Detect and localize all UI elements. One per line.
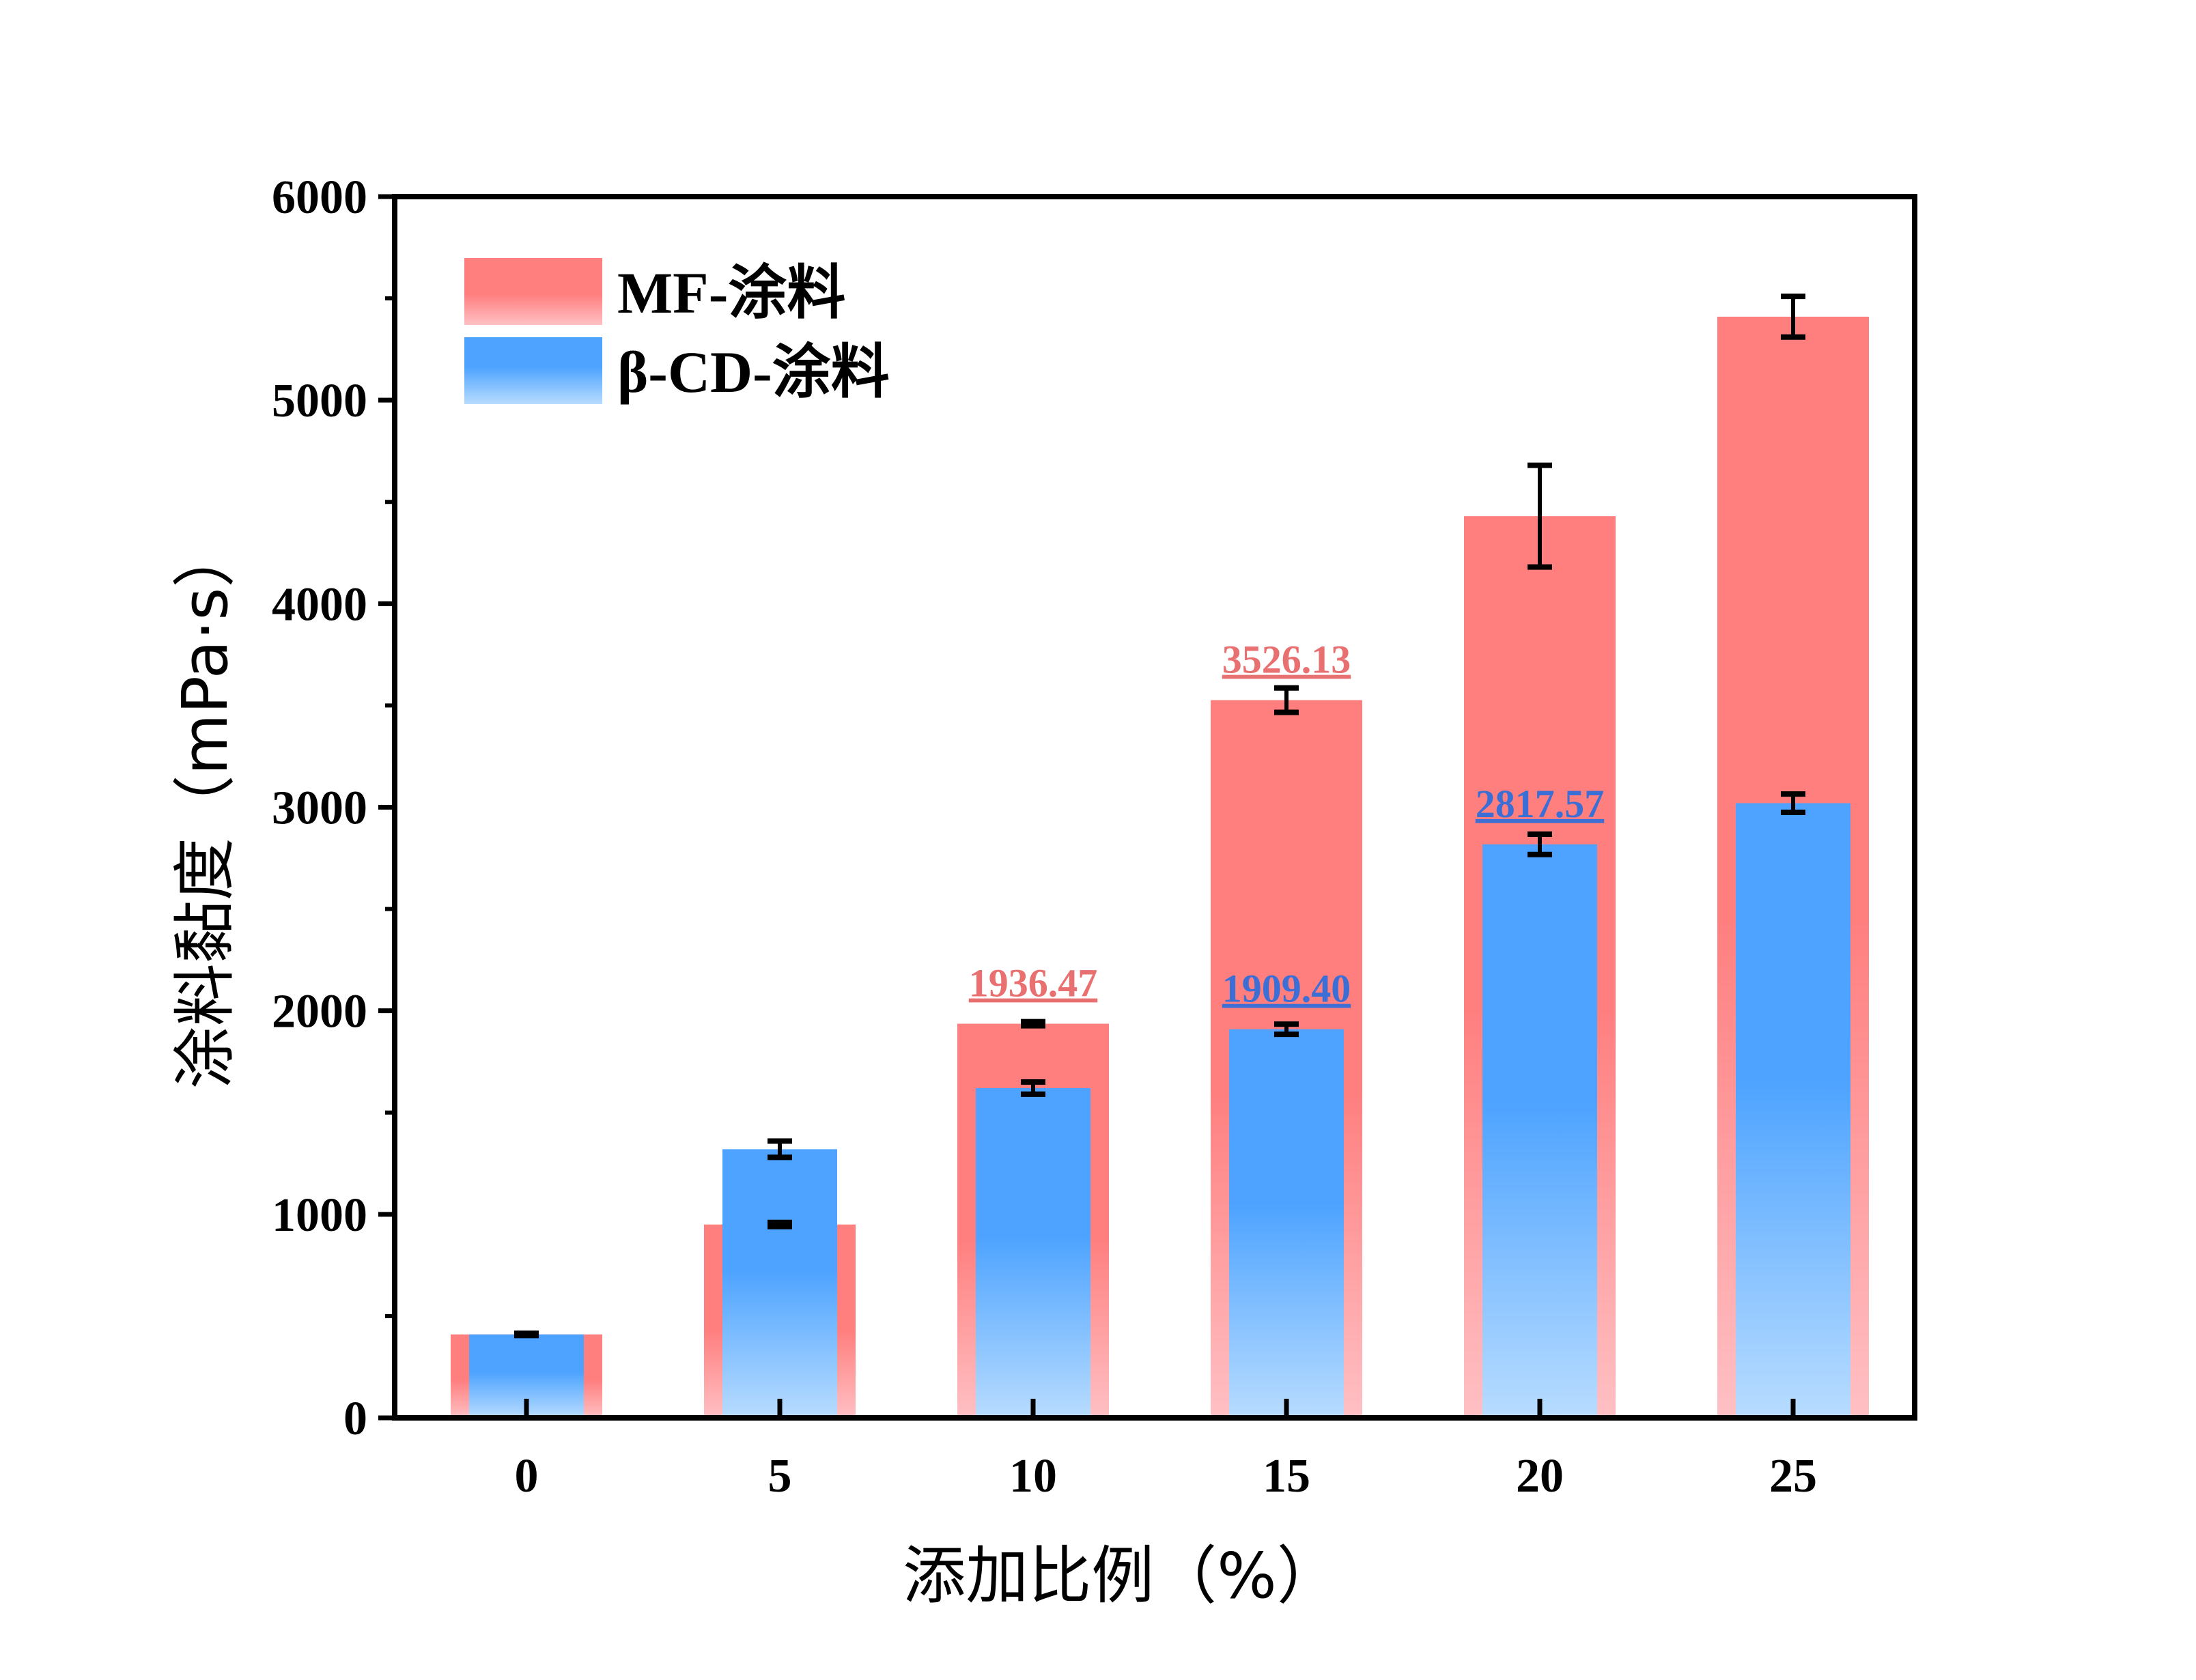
data-label-mf-10: 1936.47	[969, 961, 1098, 1006]
error-bar-beta-cd-20	[1528, 831, 1552, 857]
y-tick-label-1000: 1000	[272, 1189, 367, 1242]
error-bars	[514, 294, 1805, 1339]
x-axis-ticks: 0 5 10 15 20 25	[515, 1399, 1817, 1503]
error-bar-mf-25	[1781, 294, 1805, 340]
error-bar-mf-15	[1274, 685, 1299, 715]
x-tick-label-25: 25	[1769, 1450, 1817, 1503]
bar-beta-cd-25	[1736, 803, 1850, 1418]
y-axis-ticks: 0 1000 2000 3000 4000 5000 6000	[272, 171, 395, 1445]
error-bar-beta-cd-5	[768, 1138, 792, 1161]
legend: MF-涂料 β-CD-涂料	[464, 258, 890, 405]
bar-beta-cd-5	[722, 1149, 837, 1418]
error-bar-beta-cd-25	[1781, 791, 1805, 815]
y-tick-label-3000: 3000	[272, 782, 367, 835]
mf-bars	[451, 316, 1869, 1419]
x-axis-title: 添加比例（%）	[903, 1539, 1339, 1612]
data-label-beta-cd-15: 1909.40	[1222, 967, 1351, 1011]
error-bar-beta-cd-15	[1274, 1021, 1299, 1038]
y-axis-title: 涂料黏度（mPa·s）	[169, 525, 242, 1090]
x-tick-label-15: 15	[1263, 1450, 1310, 1503]
legend-swatch-beta-cd	[464, 337, 602, 404]
error-bar-mf-5	[768, 1219, 792, 1229]
bar-beta-cd-15	[1229, 1029, 1344, 1418]
data-label-beta-cd-20: 2817.57	[1476, 782, 1605, 826]
x-tick-label-0: 0	[515, 1450, 539, 1503]
x-tick-label-10: 10	[1009, 1450, 1057, 1503]
x-tick-label-20: 20	[1516, 1450, 1564, 1503]
data-labels: 1936.47 3526.13 1909.40 2817.57	[969, 638, 1605, 1011]
y-tick-label-6000: 6000	[272, 171, 367, 224]
y-tick-label-0: 0	[343, 1393, 367, 1445]
bar-beta-cd-20	[1482, 844, 1597, 1418]
y-tick-label-2000: 2000	[272, 986, 367, 1038]
legend-label-beta-cd: β-CD-涂料	[617, 339, 890, 405]
error-bar-beta-cd-10	[1021, 1079, 1045, 1097]
beta-cd-bars	[469, 803, 1850, 1418]
error-bar-mf-20	[1528, 462, 1552, 570]
x-tick-label-5: 5	[768, 1450, 792, 1503]
error-bar-beta-cd-0	[514, 1330, 539, 1339]
error-bar-mf-10	[1021, 1019, 1045, 1029]
y-tick-label-4000: 4000	[272, 578, 367, 631]
legend-label-mf: MF-涂料	[617, 260, 845, 326]
y-tick-label-5000: 5000	[272, 375, 367, 427]
legend-swatch-mf	[464, 258, 602, 325]
data-label-mf-15: 3526.13	[1222, 638, 1351, 682]
bar-beta-cd-10	[976, 1087, 1090, 1418]
